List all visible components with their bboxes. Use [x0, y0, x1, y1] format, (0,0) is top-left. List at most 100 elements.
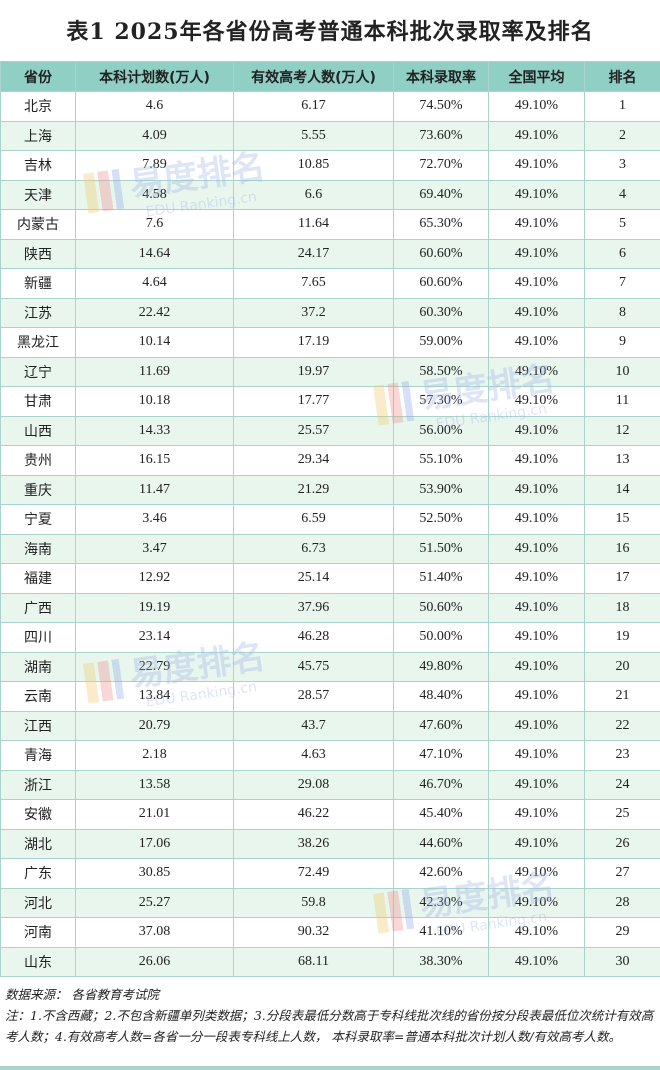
- bottom-border: [0, 1066, 660, 1070]
- cell-rank: 15: [584, 504, 660, 535]
- cell-province: 海南: [0, 533, 76, 564]
- cell-rate: 38.30%: [393, 946, 489, 977]
- table-row: 陕西 14.64 24.17 60.60% 49.10% 6: [0, 238, 660, 269]
- cell-rank: 4: [584, 179, 660, 210]
- cell-rate: 60.60%: [393, 268, 489, 299]
- cell-rank: 27: [584, 858, 660, 889]
- cell-examinees: 45.75: [233, 651, 394, 682]
- cell-rank: 8: [584, 297, 660, 328]
- table-row: 山西 14.33 25.57 56.00% 49.10% 12: [0, 415, 660, 446]
- cell-national-avg: 49.10%: [488, 474, 585, 505]
- cell-plan: 23.14: [75, 622, 234, 653]
- header-row: 省份 本科计划数(万人) 有效高考人数(万人) 本科录取率 全国平均 排名: [0, 61, 660, 92]
- cell-examinees: 29.34: [233, 445, 394, 476]
- cell-rank: 16: [584, 533, 660, 564]
- cell-examinees: 10.85: [233, 150, 394, 181]
- cell-examinees: 6.6: [233, 179, 394, 210]
- cell-rate: 41.10%: [393, 917, 489, 948]
- table-row: 广西 19.19 37.96 50.60% 49.10% 18: [0, 592, 660, 623]
- table-row: 江苏 22.42 37.2 60.30% 49.10% 8: [0, 297, 660, 328]
- cell-rank: 10: [584, 356, 660, 387]
- table-row: 宁夏 3.46 6.59 52.50% 49.10% 15: [0, 504, 660, 535]
- cell-rate: 53.90%: [393, 474, 489, 505]
- cell-national-avg: 49.10%: [488, 533, 585, 564]
- cell-province: 宁夏: [0, 504, 76, 535]
- cell-rate: 44.60%: [393, 828, 489, 859]
- cell-plan: 26.06: [75, 946, 234, 977]
- cell-examinees: 25.57: [233, 415, 394, 446]
- table-row: 北京 4.6 6.17 74.50% 49.10% 1: [0, 91, 660, 122]
- data-source: 数据来源： 各省教育考试院: [5, 987, 159, 1002]
- cell-province: 湖南: [0, 651, 76, 682]
- header-rank: 排名: [584, 61, 660, 92]
- cell-national-avg: 49.10%: [488, 858, 585, 889]
- cell-province: 福建: [0, 563, 76, 594]
- table-row: 湖南 22.79 45.75 49.80% 49.10% 20: [0, 651, 660, 682]
- cell-province: 广东: [0, 858, 76, 889]
- cell-national-avg: 49.10%: [488, 238, 585, 269]
- table-row: 贵州 16.15 29.34 55.10% 49.10% 13: [0, 445, 660, 476]
- header-plan: 本科计划数(万人): [75, 61, 234, 92]
- cell-plan: 25.27: [75, 887, 234, 918]
- cell-plan: 20.79: [75, 710, 234, 741]
- cell-rank: 19: [584, 622, 660, 653]
- cell-plan: 30.85: [75, 858, 234, 889]
- cell-examinees: 6.59: [233, 504, 394, 535]
- cell-province: 浙江: [0, 769, 76, 800]
- notes: 数据来源： 各省教育考试院 注：1.不含西藏；2.不包含新疆单列类数据；3.分段…: [5, 984, 655, 1047]
- table-row: 吉林 7.89 10.85 72.70% 49.10% 3: [0, 150, 660, 181]
- cell-plan: 7.6: [75, 209, 234, 240]
- table-row: 内蒙古 7.6 11.64 65.30% 49.10% 5: [0, 209, 660, 240]
- cell-rate: 50.60%: [393, 592, 489, 623]
- cell-national-avg: 49.10%: [488, 946, 585, 977]
- cell-rate: 46.70%: [393, 769, 489, 800]
- cell-rank: 30: [584, 946, 660, 977]
- table-row: 安徽 21.01 46.22 45.40% 49.10% 25: [0, 799, 660, 830]
- cell-rank: 20: [584, 651, 660, 682]
- cell-national-avg: 49.10%: [488, 504, 585, 535]
- cell-national-avg: 49.10%: [488, 563, 585, 594]
- cell-plan: 21.01: [75, 799, 234, 830]
- cell-rate: 45.40%: [393, 799, 489, 830]
- cell-examinees: 46.22: [233, 799, 394, 830]
- cell-rate: 69.40%: [393, 179, 489, 210]
- admission-rate-table: 省份 本科计划数(万人) 有效高考人数(万人) 本科录取率 全国平均 排名 北京…: [0, 61, 660, 977]
- cell-plan: 14.64: [75, 238, 234, 269]
- cell-rank: 22: [584, 710, 660, 741]
- header-national-avg: 全国平均: [488, 61, 585, 92]
- cell-province: 黑龙江: [0, 327, 76, 358]
- cell-plan: 13.58: [75, 769, 234, 800]
- table-row: 重庆 11.47 21.29 53.90% 49.10% 14: [0, 474, 660, 505]
- cell-examinees: 38.26: [233, 828, 394, 859]
- cell-plan: 2.18: [75, 740, 234, 771]
- cell-rank: 6: [584, 238, 660, 269]
- cell-plan: 11.47: [75, 474, 234, 505]
- cell-province: 河南: [0, 917, 76, 948]
- cell-rate: 47.60%: [393, 710, 489, 741]
- cell-rate: 65.30%: [393, 209, 489, 240]
- cell-examinees: 68.11: [233, 946, 394, 977]
- table-row: 青海 2.18 4.63 47.10% 49.10% 23: [0, 740, 660, 771]
- cell-province: 上海: [0, 120, 76, 151]
- cell-plan: 4.58: [75, 179, 234, 210]
- cell-examinees: 72.49: [233, 858, 394, 889]
- cell-plan: 17.06: [75, 828, 234, 859]
- cell-rate: 74.50%: [393, 91, 489, 122]
- cell-province: 云南: [0, 681, 76, 712]
- cell-plan: 3.47: [75, 533, 234, 564]
- table-row: 江西 20.79 43.7 47.60% 49.10% 22: [0, 710, 660, 741]
- cell-province: 山东: [0, 946, 76, 977]
- table-row: 河南 37.08 90.32 41.10% 49.10% 29: [0, 917, 660, 948]
- cell-examinees: 21.29: [233, 474, 394, 505]
- cell-plan: 11.69: [75, 356, 234, 387]
- cell-rate: 52.50%: [393, 504, 489, 535]
- footnote: 注：1.不含西藏；2.不包含新疆单列类数据；3.分段表最低分数高于专科线批次线的…: [5, 1008, 654, 1044]
- cell-plan: 3.46: [75, 504, 234, 535]
- cell-rank: 28: [584, 887, 660, 918]
- table-row: 河北 25.27 59.8 42.30% 49.10% 28: [0, 887, 660, 918]
- cell-plan: 16.15: [75, 445, 234, 476]
- cell-national-avg: 49.10%: [488, 592, 585, 623]
- header-rate: 本科录取率: [393, 61, 489, 92]
- cell-national-avg: 49.10%: [488, 150, 585, 181]
- cell-rate: 51.50%: [393, 533, 489, 564]
